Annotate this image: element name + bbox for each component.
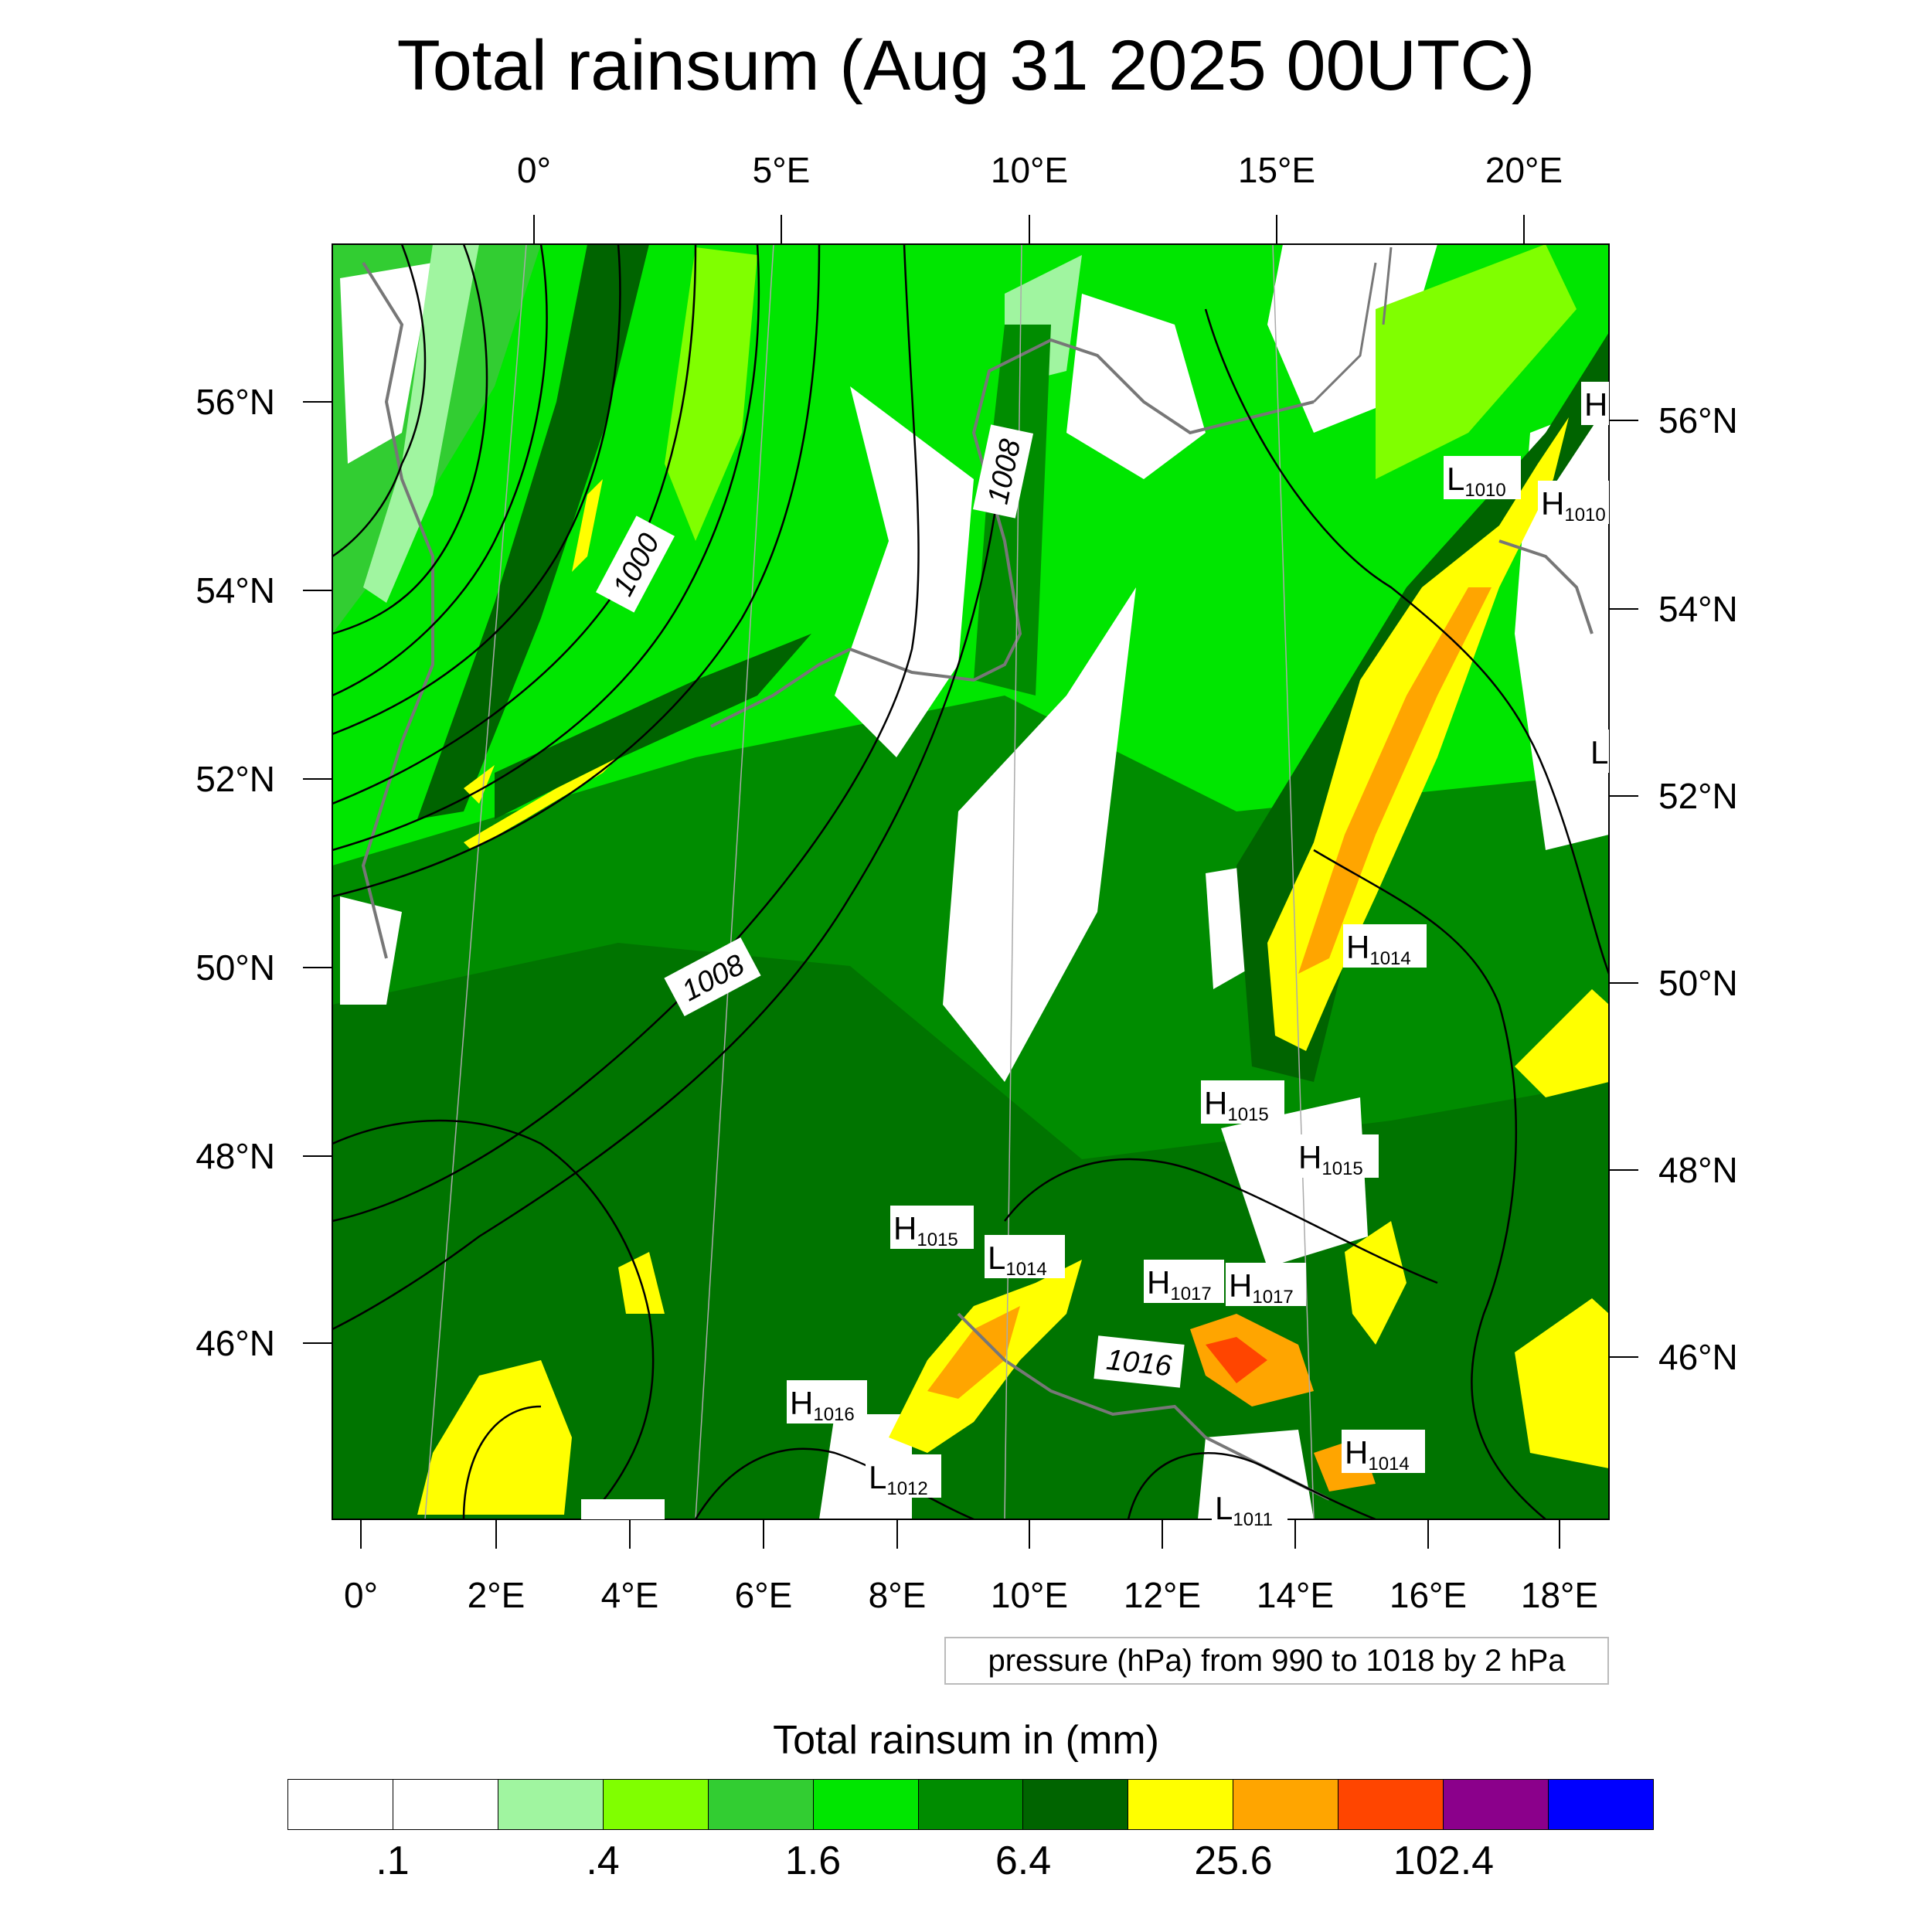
colorbar-swatch	[1338, 1780, 1444, 1829]
left-axis-label: 56°N	[196, 382, 275, 422]
bottom-axis-label: 4°E	[601, 1575, 659, 1615]
pressure-center: L1014	[985, 1235, 1065, 1280]
precipitation-field	[332, 244, 1609, 1519]
colorbar-swatch	[1444, 1780, 1549, 1829]
pressure-centers: L1010 H1010 H1014 H1015 H1015 H1015 L101…	[581, 382, 1609, 1530]
pressure-center: H1014	[1343, 924, 1427, 969]
map-title: Total rainsum (Aug 31 2025 00UTC)	[396, 26, 1536, 105]
left-axis-label: 52°N	[196, 759, 275, 799]
right-axis-label: 50°N	[1658, 963, 1738, 1003]
colorbar-tick-label: 1.6	[784, 1838, 842, 1883]
right-axis	[1609, 420, 1638, 1358]
contour-info-box: pressure (hPa) from 990 to 1018 by 2 hPa	[944, 1637, 1609, 1685]
right-axis-label: 46°N	[1658, 1337, 1738, 1377]
bottom-axis-label: 0°	[344, 1575, 378, 1615]
pressure-center: H1015	[890, 1206, 974, 1250]
right-axis-label: 48°N	[1658, 1150, 1738, 1190]
colorbar-tick-label: 6.4	[995, 1838, 1052, 1883]
bottom-axis-label: 12°E	[1124, 1575, 1201, 1615]
svg-text:L: L	[1590, 734, 1608, 770]
pressure-center: H1017	[1144, 1260, 1224, 1304]
top-axis-label: 15°E	[1238, 150, 1315, 190]
svg-text:H1017: H1017	[1147, 1264, 1212, 1304]
left-axis	[303, 401, 332, 1344]
colorbar-tick-label: .4	[586, 1838, 620, 1883]
map-figure: 1000 1008 1008 1016 L1010 H1010 H1014	[196, 150, 1738, 1615]
svg-text:H: H	[1584, 386, 1607, 423]
left-axis-label: 48°N	[196, 1136, 275, 1176]
svg-text:L1011: L1011	[1215, 1490, 1273, 1530]
pressure-center: L	[1587, 730, 1609, 773]
pressure-center: L1010	[1444, 456, 1521, 501]
svg-text:H1016: H1016	[790, 1385, 855, 1425]
bottom-axis-label: 14°E	[1257, 1575, 1334, 1615]
pressure-center: H1016	[787, 1380, 867, 1425]
pressure-center: L1011	[1212, 1485, 1287, 1530]
right-axis-label: 56°N	[1658, 400, 1738, 440]
bottom-axis	[360, 1519, 1560, 1549]
colorbar-swatch	[1023, 1780, 1129, 1829]
isobar-label: 1016	[1105, 1344, 1174, 1383]
bottom-axis-label: 10°E	[991, 1575, 1068, 1615]
svg-text:L1012: L1012	[869, 1459, 928, 1499]
bottom-axis-label: 18°E	[1521, 1575, 1598, 1615]
pressure-center: L1012	[866, 1454, 941, 1499]
colorbar-swatch	[1549, 1780, 1653, 1829]
bottom-axis-label: 6°E	[735, 1575, 793, 1615]
left-axis-label: 50°N	[196, 947, 275, 988]
left-axis-label: 46°N	[196, 1323, 275, 1363]
svg-text:H1015: H1015	[893, 1210, 958, 1250]
colorbar-swatch	[708, 1780, 814, 1829]
svg-text:H1010: H1010	[1541, 485, 1606, 526]
left-axis-label: 54°N	[196, 570, 275, 611]
right-axis-label: 54°N	[1658, 589, 1738, 629]
colorbar-swatch	[813, 1780, 919, 1829]
top-axis-label: 20°E	[1485, 150, 1563, 190]
pressure-center: H1015	[1201, 1080, 1284, 1125]
bottom-axis-label: 16°E	[1389, 1575, 1467, 1615]
svg-text:H1017: H1017	[1229, 1267, 1294, 1308]
svg-text:H1014: H1014	[1346, 929, 1411, 969]
right-axis-label: 52°N	[1658, 776, 1738, 816]
svg-text:H1015: H1015	[1204, 1085, 1269, 1125]
colorbar-swatch	[498, 1780, 604, 1829]
pressure-center: H	[581, 1499, 665, 1519]
bottom-axis-label: 2°E	[468, 1575, 526, 1615]
svg-text:H1015: H1015	[1298, 1139, 1363, 1179]
bottom-axis-label: 8°E	[869, 1575, 927, 1615]
top-axis-label: 5°E	[753, 150, 811, 190]
colorbar-tick-label: 102.4	[1393, 1838, 1495, 1883]
top-axis-label: 10°E	[991, 150, 1068, 190]
colorbar-tick-label: .1	[376, 1838, 410, 1883]
pressure-center: H1014	[1342, 1430, 1425, 1475]
svg-text:L1010: L1010	[1447, 461, 1506, 501]
pressure-center: H1015	[1295, 1134, 1379, 1179]
colorbar-swatch	[603, 1780, 709, 1829]
colorbar-tick-label: 25.6	[1194, 1838, 1273, 1883]
colorbar-swatch	[288, 1780, 393, 1829]
colorbar-title: Total rainsum in (mm)	[773, 1718, 1159, 1763]
svg-text:L1014: L1014	[988, 1240, 1047, 1280]
pressure-center: H	[1581, 382, 1609, 425]
pressure-center: H1010	[1538, 481, 1609, 526]
top-axis	[533, 215, 1525, 244]
colorbar	[287, 1779, 1654, 1830]
svg-text:H1014: H1014	[1345, 1434, 1410, 1475]
colorbar-swatch	[1128, 1780, 1234, 1829]
colorbar-swatch	[1233, 1780, 1339, 1829]
top-axis-label: 0°	[517, 150, 551, 190]
pressure-center: H1017	[1226, 1263, 1306, 1308]
colorbar-swatch	[918, 1780, 1024, 1829]
colorbar-swatch	[393, 1780, 498, 1829]
